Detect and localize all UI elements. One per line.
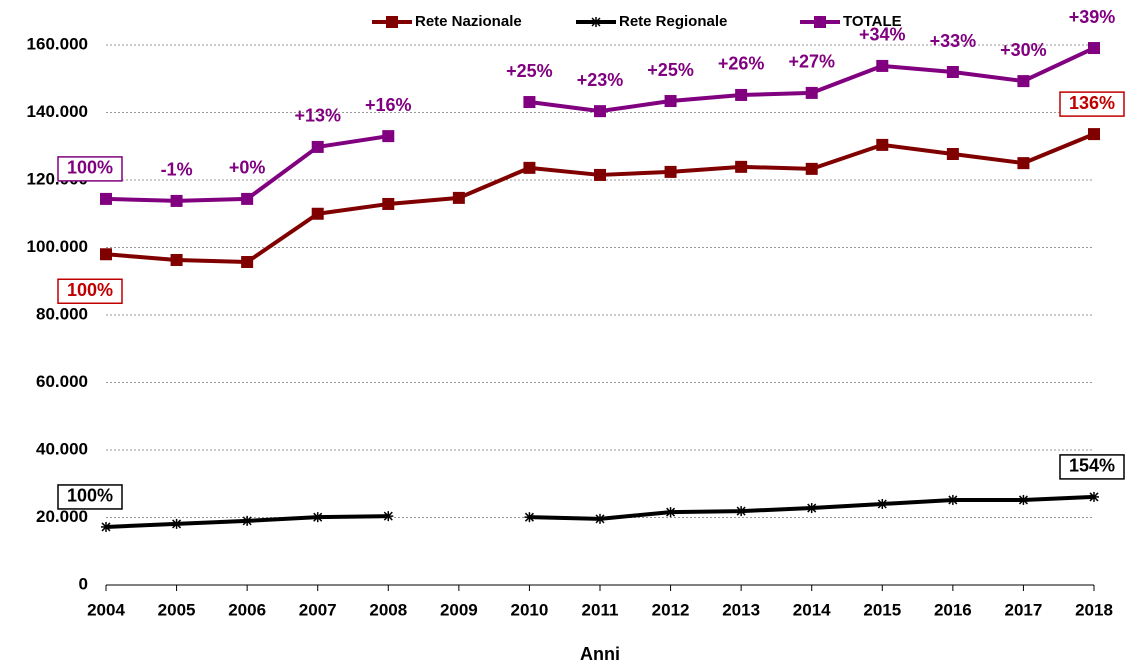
x-tick-label: 2011 — [582, 600, 619, 619]
legend-label: Rete Nazionale — [415, 13, 522, 30]
x-tick-label: 2018 — [1075, 600, 1113, 619]
marker — [1088, 42, 1100, 55]
marker — [735, 88, 748, 101]
data-label: -1% — [161, 160, 193, 180]
x-tick-label: 2013 — [722, 600, 760, 619]
legend-marker — [591, 17, 601, 27]
marker — [946, 66, 959, 78]
marker — [1017, 157, 1030, 170]
series-line — [105, 132, 1095, 265]
y-tick-label: 160.000 — [27, 34, 88, 53]
data-label: +23% — [577, 70, 624, 90]
marker — [594, 168, 606, 181]
marker — [665, 507, 676, 518]
x-tick-label: 2014 — [793, 600, 831, 619]
marker — [382, 130, 395, 143]
data-label: +27% — [788, 52, 835, 72]
data-label: 136% — [1069, 93, 1115, 113]
y-tick-label: 40.000 — [36, 439, 88, 458]
marker — [1018, 494, 1029, 505]
marker — [524, 512, 535, 523]
marker — [1088, 128, 1100, 141]
x-tick-label: 2007 — [299, 600, 337, 619]
marker — [947, 494, 958, 505]
legend-label: TOTALE — [843, 13, 902, 30]
marker — [383, 511, 394, 522]
data-label: +30% — [1000, 40, 1047, 60]
y-tick-label: 80.000 — [36, 304, 88, 323]
legend-marker — [386, 16, 398, 28]
marker — [312, 512, 323, 523]
marker — [876, 59, 889, 72]
marker — [241, 256, 254, 269]
label-box — [57, 484, 123, 510]
marker — [523, 161, 536, 174]
marker — [664, 165, 677, 178]
data-label: +25% — [506, 61, 553, 81]
marker — [100, 248, 112, 261]
x-tick-label: 2017 — [1005, 600, 1043, 619]
x-tick-label: 2006 — [228, 600, 266, 619]
data-label: +26% — [718, 54, 765, 74]
marker — [946, 148, 959, 161]
data-label: +39% — [1069, 7, 1116, 27]
marker — [241, 192, 254, 205]
x-tick-label: 2012 — [652, 600, 690, 619]
marker — [595, 513, 605, 524]
marker — [100, 192, 112, 205]
marker — [1017, 75, 1030, 88]
data-label: 154% — [1069, 456, 1115, 476]
legend-label: Rete Regionale — [619, 13, 727, 30]
marker — [170, 253, 183, 266]
data-label: +16% — [365, 95, 412, 115]
data-label: 100% — [67, 158, 113, 178]
marker — [594, 105, 606, 118]
data-label: +33% — [930, 31, 977, 51]
marker — [877, 499, 888, 509]
marker — [382, 197, 395, 210]
marker — [805, 86, 818, 99]
y-tick-label: 20.000 — [36, 507, 88, 526]
data-label: 100% — [67, 486, 113, 506]
marker — [1089, 491, 1099, 502]
y-tick-label: 0 — [79, 574, 88, 593]
label-box — [57, 156, 123, 182]
y-tick-label: 60.000 — [36, 372, 88, 391]
label-box — [57, 278, 123, 304]
marker — [311, 140, 324, 153]
marker — [101, 521, 111, 532]
marker — [876, 138, 889, 151]
marker — [735, 160, 748, 173]
x-tick-label: 2016 — [934, 600, 972, 619]
x-tick-label: 2010 — [511, 600, 549, 619]
marker — [806, 503, 817, 514]
marker — [736, 506, 747, 517]
x-axis-title: Anni — [580, 644, 620, 664]
marker — [171, 518, 182, 529]
x-tick-label: 2009 — [440, 600, 478, 619]
x-tick-label: 2008 — [369, 600, 407, 619]
marker — [311, 207, 324, 220]
x-tick-label: 2005 — [158, 600, 196, 619]
data-label: +25% — [647, 60, 694, 80]
marker — [452, 191, 465, 204]
y-tick-label: 140.000 — [27, 102, 88, 121]
label-box — [1059, 91, 1125, 117]
marker — [523, 96, 536, 109]
data-label: +34% — [859, 25, 906, 45]
data-label: +13% — [294, 106, 341, 126]
marker — [170, 194, 183, 207]
marker — [664, 95, 677, 108]
data-label: +0% — [229, 158, 266, 178]
x-tick-label: 2004 — [87, 600, 125, 619]
legend-marker — [814, 16, 826, 28]
x-tick-label: 2015 — [863, 600, 901, 619]
data-label: 100% — [67, 280, 113, 300]
marker — [242, 515, 253, 526]
label-box — [1059, 454, 1125, 480]
y-tick-label: 100.000 — [27, 237, 88, 256]
marker — [805, 162, 818, 175]
